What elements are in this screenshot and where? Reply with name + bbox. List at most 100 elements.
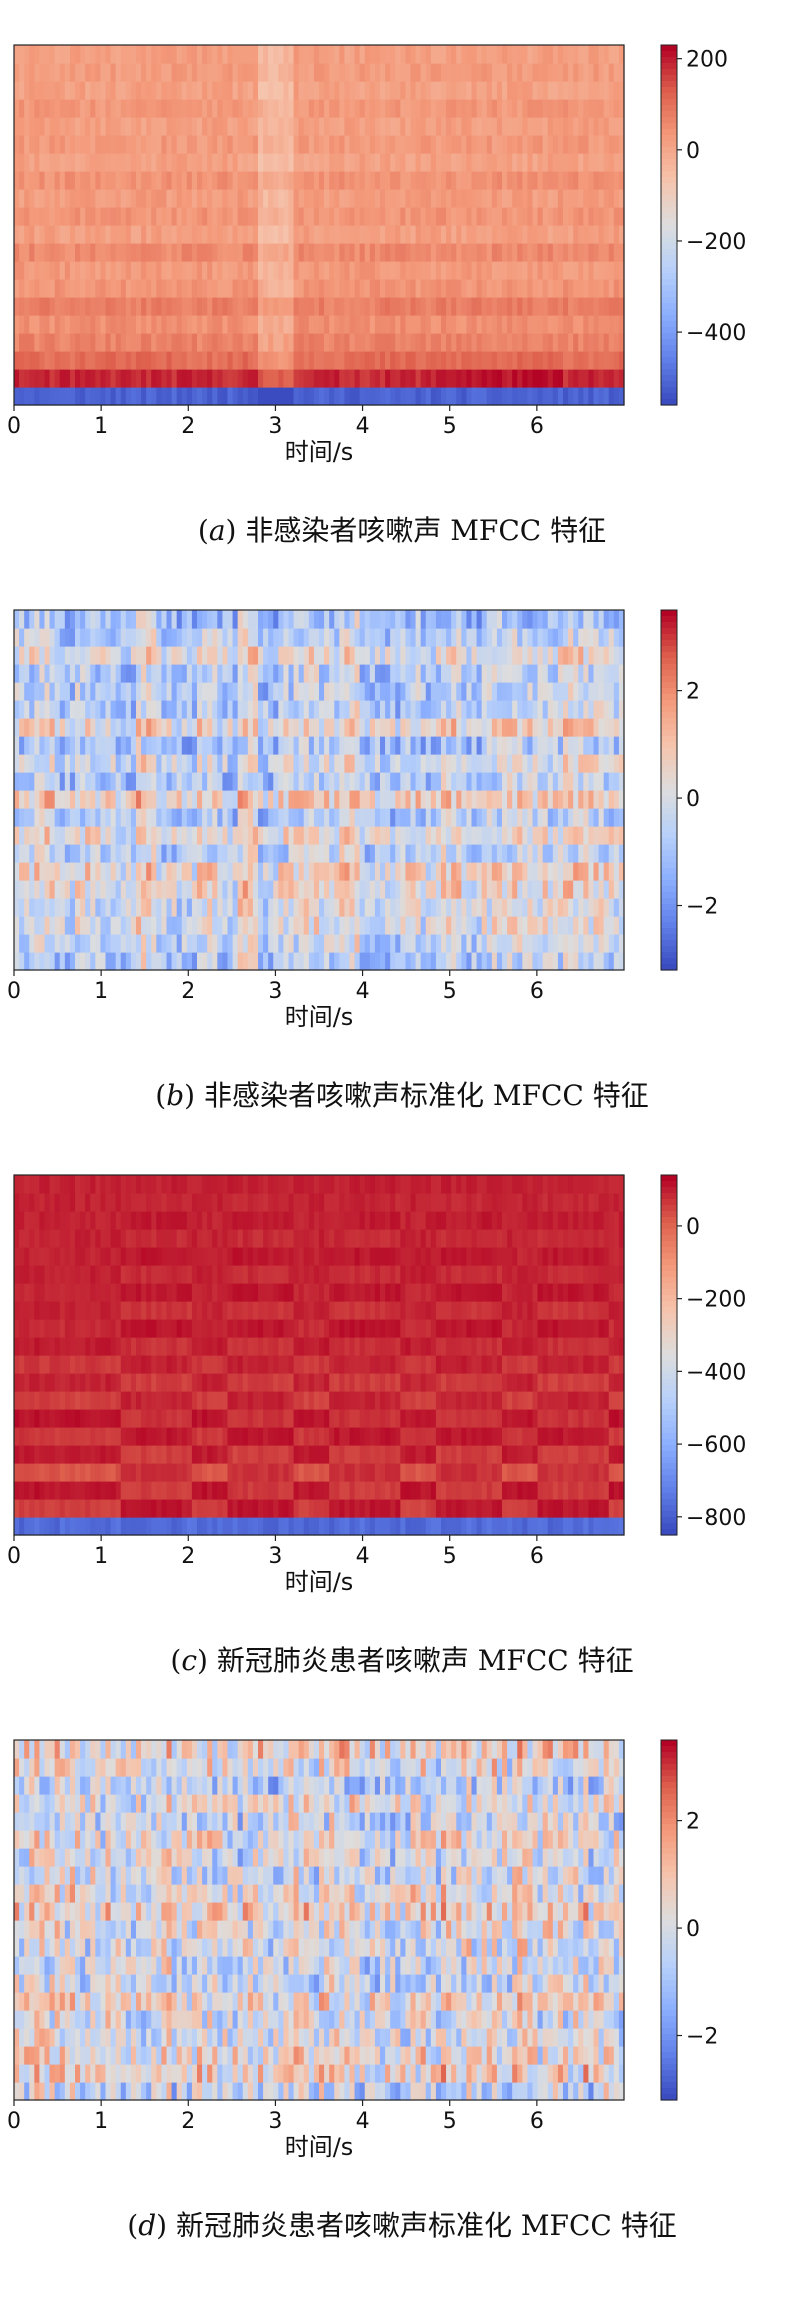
heatmap-cell <box>130 387 137 406</box>
heatmap-cell <box>90 81 96 100</box>
heatmap-cell <box>217 369 224 388</box>
heatmap-cell <box>125 610 132 629</box>
heatmap-cell <box>410 297 417 316</box>
heatmap-cell <box>385 279 391 298</box>
colorbar: 20−2 <box>660 609 718 971</box>
heatmap-cell <box>502 754 508 773</box>
heatmap-cell <box>527 826 534 845</box>
heatmap-cell <box>613 682 620 701</box>
heatmap-cell <box>344 315 351 334</box>
heatmap-cell <box>181 243 188 262</box>
heatmap-cell <box>49 754 56 773</box>
heatmap-cell <box>410 117 417 136</box>
heatmap-cell <box>227 736 234 755</box>
heatmap-cell <box>237 610 244 629</box>
heatmap-cell <box>44 610 51 629</box>
heatmap-cell <box>64 952 71 971</box>
heatmap-cell <box>303 682 310 701</box>
heatmap-cell <box>466 682 473 701</box>
heatmap-cell <box>456 826 462 845</box>
heatmap-cell <box>136 664 142 683</box>
heatmap-cell <box>461 844 468 863</box>
heatmap-cell <box>446 934 452 953</box>
heatmap-cell <box>217 225 224 244</box>
heatmap-cell <box>49 171 56 190</box>
x-tick-label: 6 <box>530 414 544 439</box>
heatmap-cell <box>517 862 523 881</box>
heatmap-cell <box>125 844 132 863</box>
heatmap-cell <box>34 1517 41 1536</box>
heatmap-cell <box>105 772 112 791</box>
heatmap-cell <box>512 916 518 935</box>
heatmap-cell <box>491 826 498 845</box>
heatmap-cell <box>85 45 91 64</box>
heatmap-cell <box>95 916 102 935</box>
heatmap-cell <box>385 225 391 244</box>
heatmap-cell <box>283 315 290 334</box>
heatmap-cell <box>380 171 386 190</box>
heatmap-cell <box>217 898 224 917</box>
heatmap-cell <box>120 646 127 665</box>
heatmap-cell <box>288 880 295 899</box>
heatmap-cell <box>598 700 605 719</box>
heatmap-cell <box>502 189 508 208</box>
heatmap-cell <box>197 898 203 917</box>
heatmap-cell <box>435 772 442 791</box>
heatmap-cell <box>44 844 51 863</box>
heatmap-cell <box>527 646 534 665</box>
heatmap-cell <box>339 664 346 683</box>
heatmap-cell <box>359 718 366 737</box>
heatmap-cell <box>583 387 590 406</box>
heatmap-cell <box>532 63 539 82</box>
heatmap-cell <box>49 153 56 172</box>
heatmap-cell <box>552 772 559 791</box>
heatmap-cell <box>532 45 539 64</box>
heatmap-cell <box>288 772 295 791</box>
heatmap-cell <box>130 45 137 64</box>
heatmap-cell <box>176 682 183 701</box>
heatmap-cell <box>191 243 198 262</box>
heatmap-cell <box>151 718 157 737</box>
heatmap-cell <box>59 862 66 881</box>
heatmap-cell <box>24 772 30 791</box>
heatmap-cell <box>278 99 285 118</box>
heatmap-cell <box>405 333 412 352</box>
heatmap-cell <box>563 700 569 719</box>
heatmap-cell <box>374 315 381 334</box>
heatmap-cell <box>19 207 25 226</box>
heatmap-cell <box>369 898 376 917</box>
heatmap-cell <box>491 297 498 316</box>
heatmap-cell <box>19 171 25 190</box>
heatmap-cell <box>380 898 386 917</box>
heatmap-cell <box>313 808 320 827</box>
heatmap-cell <box>364 261 371 280</box>
heatmap-cell <box>39 279 46 298</box>
heatmap-cell <box>557 826 564 845</box>
heatmap-cell <box>227 243 234 262</box>
heatmap-cell <box>171 844 178 863</box>
heatmap-cell <box>380 808 386 827</box>
caption-paren-close: ) <box>184 1079 204 1112</box>
heatmap-cell <box>329 754 335 773</box>
heatmap-cell <box>80 369 86 388</box>
heatmap-cell <box>369 189 376 208</box>
heatmap-cell <box>329 225 335 244</box>
heatmap-cell <box>181 610 188 629</box>
heatmap-cell <box>481 225 488 244</box>
heatmap-cell <box>14 952 20 971</box>
heatmap-cell <box>369 808 376 827</box>
heatmap-cell <box>242 826 249 845</box>
heatmap-cell <box>461 99 468 118</box>
heatmap-cell <box>166 153 173 172</box>
heatmap-cell <box>319 682 325 701</box>
heatmap-cell <box>313 826 320 845</box>
heatmap-cell <box>141 135 147 154</box>
heatmap-cell <box>303 772 310 791</box>
heatmap-cell <box>430 99 437 118</box>
heatmap-cell <box>34 772 41 791</box>
heatmap-cell <box>34 225 41 244</box>
heatmap-cell <box>568 279 574 298</box>
heatmap-cell <box>64 646 71 665</box>
heatmap-cell <box>44 369 51 388</box>
heatmap-cell <box>410 369 417 388</box>
